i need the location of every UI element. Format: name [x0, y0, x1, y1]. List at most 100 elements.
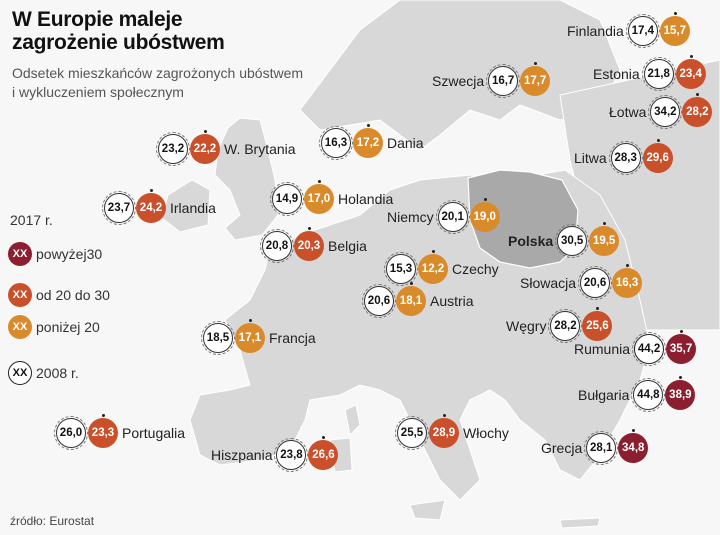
value-2008: 20,6 — [578, 266, 613, 300]
sicily-shape — [409, 499, 446, 521]
legend-label-low: poniżej 20 — [36, 319, 100, 335]
value-2008: 21,8 — [641, 57, 676, 91]
country-name: Belgia — [328, 238, 367, 254]
legend-year-label: 2017 r. — [10, 212, 53, 228]
value-2008: 16,3 — [319, 126, 353, 160]
value-2008: 28,1 — [584, 431, 619, 465]
value-2017: 20,3 — [294, 227, 324, 261]
legend-badge-low: XX — [8, 315, 32, 339]
subtitle-line-2: i wykluczeniem społecznym — [12, 84, 184, 100]
legend-label-2008: 2008 r. — [36, 365, 79, 381]
value-2017: 15,7 — [659, 12, 690, 46]
country-irlandia: 23,7 24,2 Irlandia — [102, 189, 216, 225]
country-lotwa: Łotwa 34,2 28,2 — [609, 93, 713, 129]
country-hiszpania: Hiszpania 23,8 26,6 — [211, 436, 339, 472]
value-2017: 38,9 — [665, 376, 696, 410]
country-name: Austria — [430, 293, 474, 309]
value-2008: 34,2 — [648, 95, 683, 129]
legend-badge-high: XX — [8, 242, 32, 266]
country-name: Holandia — [338, 191, 394, 207]
legend-label-mid: od 20 do 30 — [36, 287, 110, 303]
value-2008: 15,3 — [384, 252, 418, 286]
value-2008: 17,4 — [625, 14, 660, 48]
country-finlandia: Finlandia 17,4 15,7 — [567, 12, 690, 48]
scandinavia-shape — [299, 0, 621, 151]
country-name: Francja — [269, 330, 316, 346]
title-line-1: W Europie maleje — [12, 8, 183, 31]
value-2008: 44,8 — [631, 378, 666, 412]
value-2017: 17,7 — [520, 62, 551, 96]
country-portugalia: 26,0 23,3 Portugalia — [54, 414, 186, 450]
country-name: Grecja — [541, 440, 583, 456]
country-polska: Polska 30,5 19,5 — [508, 222, 620, 258]
source-note: źródło: Eurostat — [10, 514, 95, 528]
country-name: Portugalia — [122, 425, 186, 441]
value-2017: 12,2 — [418, 250, 448, 284]
country-name: Hiszpania — [211, 447, 273, 463]
country-belgia: 20,8 20,3 Belgia — [260, 227, 367, 263]
country-name: Łotwa — [609, 104, 647, 120]
value-2017: 28,2 — [682, 93, 713, 127]
value-2017: 23,3 — [88, 414, 118, 448]
value-2008: 20,6 — [362, 284, 396, 318]
legend-item-low: XX poniżej 20 — [8, 314, 100, 340]
country-name: Polska — [508, 233, 554, 249]
country-szwecja: Szwecja 16,7 17,7 — [432, 62, 551, 98]
country-estonia: Estonia 21,8 23,4 — [593, 55, 706, 91]
country-name: Rumunia — [574, 341, 631, 357]
title-line-2: zagrożenie ubóstwem — [12, 31, 225, 54]
value-2008: 26,0 — [54, 416, 88, 450]
value-2008: 28,3 — [608, 141, 643, 175]
value-2017: 18,1 — [396, 282, 426, 316]
value-2008: 16,7 — [486, 64, 521, 98]
value-2008: 18,5 — [201, 321, 235, 355]
crete-shape — [559, 517, 601, 529]
country-wlochy: 25,5 28,9 Włochy — [395, 414, 509, 450]
value-2017: 22,2 — [190, 130, 220, 164]
country-litwa: Litwa 28,3 29,6 — [574, 139, 673, 175]
value-2017: 25,6 — [582, 307, 613, 341]
country-w-brytania: 23,2 22,2 W. Brytania — [156, 130, 296, 166]
value-2008: 23,2 — [156, 132, 190, 166]
value-2017: 17,0 — [304, 180, 334, 214]
country-bulgaria: Bułgaria 44,8 38,9 — [578, 376, 696, 412]
country-slowacja: Słowacja 20,6 16,3 — [520, 264, 643, 300]
value-2017: 29,6 — [642, 139, 673, 173]
country-czechy: 15,3 12,2 Czechy — [384, 250, 499, 286]
country-name: Bułgaria — [578, 387, 630, 403]
great-britain-shape — [214, 117, 279, 241]
value-2017: 17,1 — [235, 319, 265, 353]
country-austria: 20,6 18,1 Austria — [362, 282, 474, 318]
country-rumunia: Rumunia 44,2 35,7 — [574, 330, 697, 366]
country-name: Irlandia — [170, 200, 216, 216]
value-2008: 25,5 — [395, 416, 429, 450]
value-2008: 20,1 — [435, 200, 470, 234]
value-2008: 23,8 — [274, 438, 309, 472]
country-name: Szwecja — [432, 73, 485, 89]
value-2017: 28,9 — [429, 414, 459, 448]
subtitle-line-1: Odsetek mieszkańców zagrożonych ubóstwem — [12, 65, 304, 81]
country-name: Węgry — [506, 318, 547, 334]
legend-item-2008: XX 2008 r. — [8, 360, 79, 386]
country-holandia: 14,9 17,0 Holandia — [270, 180, 394, 216]
country-wegry: Węgry 28,2 25,6 — [506, 307, 613, 343]
value-2017: 16,3 — [612, 264, 643, 298]
legend-item-mid: XX od 20 do 30 — [8, 282, 110, 308]
subtitle: Odsetek mieszkańców zagrożonych ubóstwem… — [12, 64, 303, 102]
value-2008: 23,7 — [102, 191, 136, 225]
value-2017: 17,2 — [353, 124, 383, 158]
country-dania: 16,3 17,2 Dania — [319, 124, 424, 160]
value-2008: 30,5 — [555, 224, 590, 258]
country-name: Finlandia — [567, 23, 624, 39]
country-francja: 18,5 17,1 Francja — [201, 319, 316, 355]
legend-badge-2008: XX — [8, 361, 32, 385]
value-2017: 24,2 — [136, 189, 166, 223]
country-name: W. Brytania — [224, 141, 296, 157]
legend-badge-mid: XX — [8, 283, 32, 307]
country-name: Czechy — [452, 261, 499, 277]
corsica-shape — [344, 404, 361, 437]
value-2017: 19,0 — [469, 198, 500, 232]
legend-item-high: XX powyżej30 — [8, 241, 102, 267]
value-2008: 20,8 — [260, 229, 294, 263]
